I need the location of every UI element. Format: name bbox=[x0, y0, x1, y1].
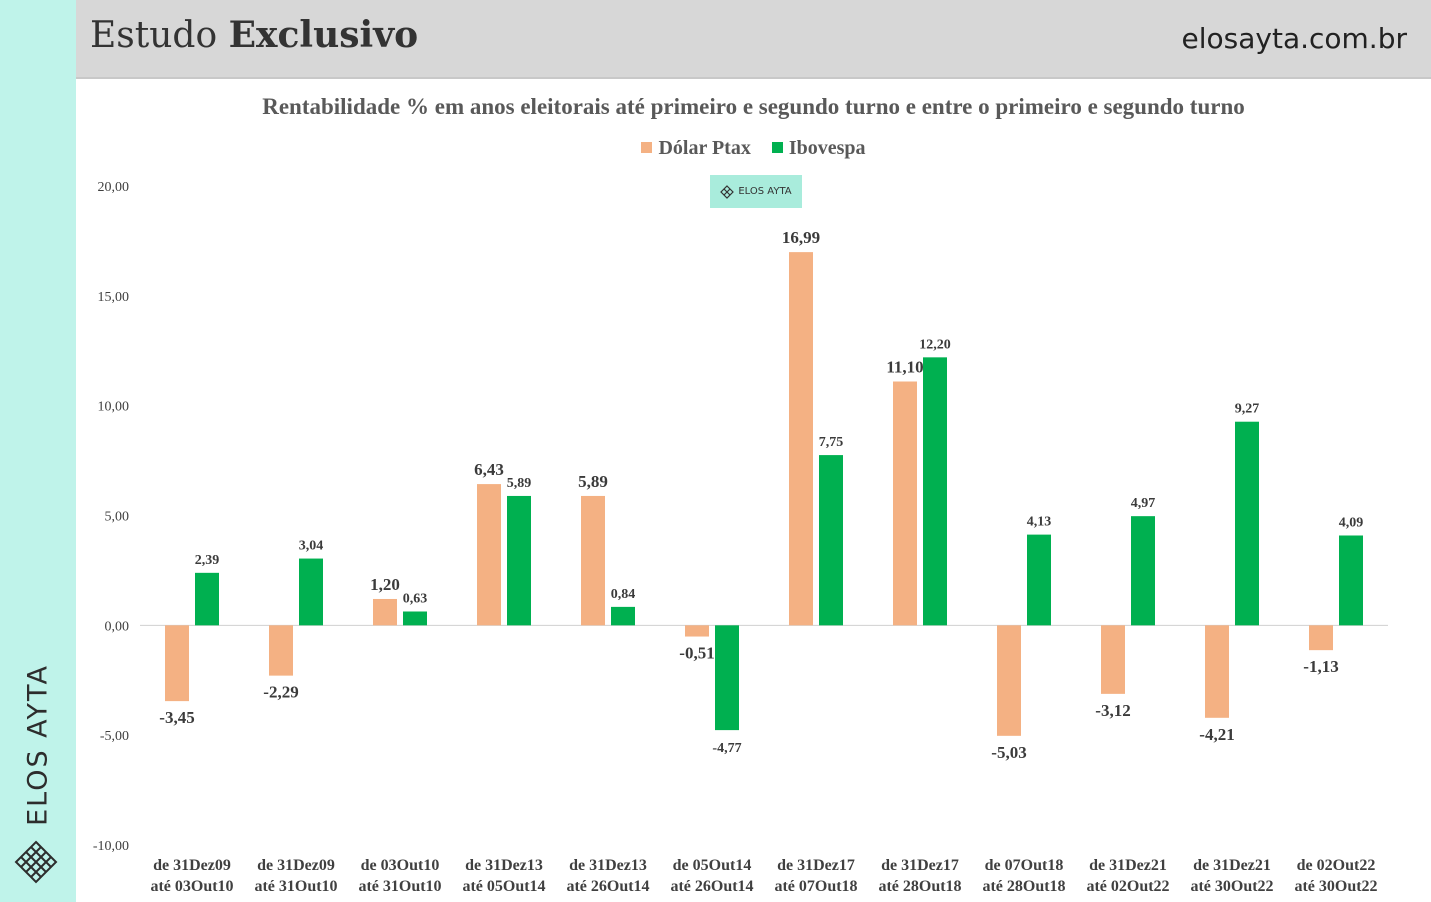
bar-ibovespa bbox=[611, 606, 635, 626]
data-label-ibovespa: -4,77 bbox=[712, 741, 741, 756]
data-label-ibovespa: 0,63 bbox=[403, 591, 428, 606]
watermark-logo-icon bbox=[720, 184, 735, 199]
data-label-ibovespa: 3,04 bbox=[299, 539, 324, 554]
data-label-dolar: -2,29 bbox=[263, 683, 298, 702]
bar-ibovespa bbox=[923, 357, 947, 626]
data-label-ibovespa: 4,13 bbox=[1027, 515, 1052, 530]
data-label-ibovespa: 9,27 bbox=[1235, 402, 1260, 417]
y-tick-label: -5,00 bbox=[100, 729, 129, 744]
bar-ibovespa bbox=[299, 558, 323, 626]
bar-dolar bbox=[1205, 625, 1229, 718]
data-label-ibovespa: 7,75 bbox=[819, 435, 844, 450]
bar-dolar bbox=[685, 625, 709, 637]
legend-label-dolar: Dólar Ptax bbox=[658, 137, 751, 159]
x-tick-label: até 02Out22 bbox=[1086, 878, 1169, 895]
x-tick-label: até 31Out10 bbox=[254, 878, 337, 895]
x-tick-label: até 03Out10 bbox=[150, 878, 233, 895]
chart-legend: Dólar Ptax Ibovespa bbox=[76, 137, 1431, 160]
y-tick-label: -10,00 bbox=[93, 839, 129, 854]
x-tick-label: de 31Dez13 bbox=[569, 857, 647, 874]
data-label-ibovespa: 5,89 bbox=[507, 476, 532, 491]
data-label-dolar: -3,12 bbox=[1095, 701, 1130, 720]
x-tick-label: de 31Dez09 bbox=[257, 857, 335, 874]
x-tick-label: de 31Dez17 bbox=[777, 857, 855, 874]
bar-ibovespa bbox=[507, 495, 531, 626]
legend-item-dolar: Dólar Ptax bbox=[641, 137, 751, 160]
data-label-dolar: -4,21 bbox=[1199, 725, 1234, 744]
bar-dolar bbox=[165, 625, 189, 702]
data-label-dolar: -1,13 bbox=[1303, 657, 1338, 676]
y-tick-label: 5,00 bbox=[105, 510, 130, 525]
y-tick-label: 10,00 bbox=[98, 400, 130, 415]
x-tick-label: de 31Dez17 bbox=[881, 857, 959, 874]
x-tick-label: de 07Out18 bbox=[985, 857, 1064, 874]
x-tick-label: até 26Out14 bbox=[566, 878, 649, 895]
bar-ibovespa bbox=[195, 572, 219, 626]
data-label-dolar: 1,20 bbox=[370, 575, 400, 594]
legend-swatch-ibovespa bbox=[771, 142, 783, 153]
data-label-ibovespa: 0,84 bbox=[611, 587, 636, 602]
bar-ibovespa bbox=[1027, 534, 1051, 626]
bar-ibovespa bbox=[1339, 535, 1363, 626]
bar-dolar bbox=[1101, 625, 1125, 694]
bar-dolar bbox=[269, 625, 293, 676]
title-regular: Estudo bbox=[90, 15, 218, 56]
data-label-dolar: 6,43 bbox=[474, 460, 504, 479]
data-label-dolar: 5,89 bbox=[578, 472, 608, 491]
x-tick-label: até 31Out10 bbox=[358, 878, 441, 895]
x-tick-label: até 26Out14 bbox=[670, 878, 753, 895]
x-tick-label: de 31Dez21 bbox=[1089, 857, 1167, 874]
bar-dolar bbox=[997, 625, 1021, 736]
x-tick-label: de 05Out14 bbox=[673, 857, 752, 874]
y-tick-label: 15,00 bbox=[98, 290, 130, 305]
bar-dolar bbox=[581, 495, 605, 626]
brand-sidebar: ELOS AYTA bbox=[0, 0, 76, 902]
x-tick-label: de 31Dez13 bbox=[465, 857, 543, 874]
data-label-dolar: 11,10 bbox=[886, 358, 923, 377]
x-tick-label: até 30Out22 bbox=[1294, 878, 1377, 895]
header-bar: Estudo Exclusivo elosayta.com.br bbox=[76, 0, 1431, 79]
bar-ibovespa bbox=[819, 455, 843, 626]
data-label-ibovespa: 12,20 bbox=[919, 337, 951, 352]
title-bold: Exclusivo bbox=[228, 14, 419, 56]
bar-dolar bbox=[789, 252, 813, 626]
data-label-ibovespa: 4,97 bbox=[1131, 496, 1156, 511]
bar-ibovespa bbox=[1235, 421, 1259, 626]
x-tick-label: de 31Dez21 bbox=[1193, 857, 1271, 874]
data-label-ibovespa: 4,09 bbox=[1339, 515, 1364, 530]
x-tick-label: de 03Out10 bbox=[361, 857, 440, 874]
site-url[interactable]: elosayta.com.br bbox=[1181, 22, 1407, 55]
x-tick-label: até 07Out18 bbox=[774, 878, 857, 895]
legend-item-ibovespa: Ibovespa bbox=[771, 137, 866, 160]
data-label-dolar: -0,51 bbox=[679, 644, 714, 663]
bar-dolar bbox=[373, 598, 397, 626]
bar-ibovespa bbox=[403, 611, 427, 626]
y-tick-label: 20,00 bbox=[98, 180, 130, 195]
x-tick-label: até 28Out18 bbox=[982, 878, 1065, 895]
bar-ibovespa bbox=[715, 625, 739, 731]
y-tick-label: 0,00 bbox=[105, 619, 130, 634]
chart-title: Rentabilidade % em anos eleitorais até p… bbox=[262, 94, 1245, 119]
x-tick-label: até 28Out18 bbox=[878, 878, 961, 895]
data-label-ibovespa: 2,39 bbox=[195, 553, 220, 568]
x-tick-label: de 31Dez09 bbox=[153, 857, 231, 874]
x-tick-label: de 02Out22 bbox=[1297, 857, 1376, 874]
legend-swatch-dolar bbox=[641, 142, 653, 153]
bar-dolar bbox=[893, 381, 917, 626]
x-tick-label: até 30Out22 bbox=[1190, 878, 1273, 895]
watermark-text: ELOS AYTA bbox=[738, 186, 792, 197]
data-label-dolar: 16,99 bbox=[782, 228, 820, 247]
x-tick-label: até 05Out14 bbox=[462, 878, 545, 895]
lattice-diamond-icon bbox=[14, 840, 58, 884]
data-label-dolar: -5,03 bbox=[991, 743, 1026, 762]
bar-ibovespa bbox=[1131, 516, 1155, 626]
bar-dolar bbox=[1309, 625, 1333, 651]
legend-label-ibovespa: Ibovespa bbox=[788, 137, 866, 159]
data-label-dolar: -3,45 bbox=[159, 708, 194, 727]
watermark-badge: ELOS AYTA bbox=[710, 175, 802, 208]
bar-dolar bbox=[477, 484, 501, 626]
page-title: Estudo Exclusivo bbox=[90, 14, 418, 56]
